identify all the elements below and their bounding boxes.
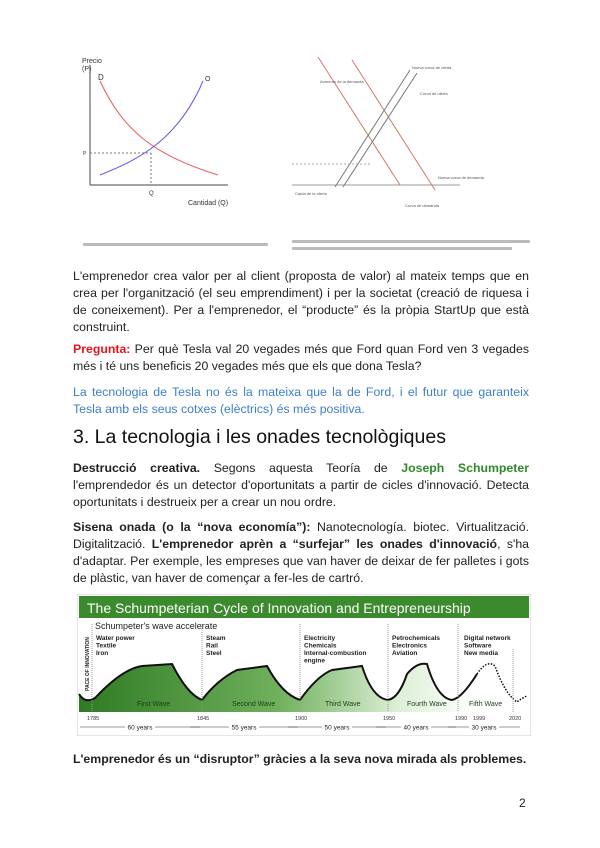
text: Segons aquesta Teoría de bbox=[200, 461, 402, 475]
duration-label-bg bbox=[322, 722, 352, 731]
price-tick: P bbox=[83, 151, 87, 157]
wave-line bbox=[78, 662, 478, 702]
year-label: 1900 bbox=[295, 716, 307, 722]
supply-demand-chart: Precio (P) D O P Q Cantidad (Q) bbox=[82, 58, 228, 207]
sixth-wave-term: Sisena onada (o la “nova economía”): bbox=[73, 520, 311, 534]
question-label: Pregunta: bbox=[73, 342, 131, 356]
supply-demand-shift-diagram: Aumento de la demanda Nueva curva de ofe… bbox=[292, 56, 485, 208]
duration-label: 40 years bbox=[404, 725, 430, 732]
innovation-item: engine bbox=[304, 658, 325, 665]
innovation-item: New media bbox=[464, 650, 498, 657]
wave-name: Third Wave bbox=[325, 701, 361, 708]
innovation-item: Aviation bbox=[392, 650, 417, 657]
innovation-item: Electricity bbox=[304, 635, 335, 642]
innovation-item: Steel bbox=[206, 650, 222, 657]
paragraph-sixth-wave: Sisena onada (o la “nova economía”): Nan… bbox=[73, 519, 529, 587]
closing-statement: L'emprenedor és un “disruptor” gràcies a… bbox=[73, 752, 527, 766]
innovation-item: Digital network bbox=[464, 635, 511, 642]
figure-subtitle: Schumpeter's wave accelerate bbox=[95, 621, 217, 631]
initial-demand-label: Curva de demanda bbox=[405, 203, 440, 208]
paragraph-question: Pregunta: Per què Tesla val 20 vegades m… bbox=[73, 341, 529, 375]
wave-area bbox=[79, 663, 477, 712]
section-heading: 3. La tecnologia i les onades tecnològiq… bbox=[73, 426, 446, 448]
schumpeter-link[interactable]: Joseph Schumpeter bbox=[401, 461, 529, 475]
wave-name: First Wave bbox=[137, 701, 170, 708]
figure2-caption-line2 bbox=[292, 247, 512, 250]
year-label: 1999 bbox=[473, 716, 485, 722]
paragraph-creative-destruction: Destrucció creativa. Segons aquesta Teor… bbox=[73, 460, 529, 511]
duration-label: 55 years bbox=[232, 725, 258, 732]
duration-label: 60 years bbox=[128, 725, 154, 732]
innovation-item: Internal-combustion bbox=[304, 650, 367, 657]
schumpeter-cycle-figure: The Schumpeterian Cycle of Innovation an… bbox=[77, 594, 531, 736]
duration-label-bg bbox=[401, 722, 431, 731]
year-label: 1950 bbox=[383, 716, 395, 722]
document-body: L'emprenedor crea valor per al client (p… bbox=[73, 268, 531, 768]
initial-demand-curve bbox=[317, 56, 401, 186]
y-axis-unit: (P) bbox=[82, 66, 91, 73]
innovation-item: Water power bbox=[96, 635, 135, 642]
text: l'emprendedor és un detector d'oportunit… bbox=[73, 478, 529, 509]
new-demand-label: Nueva curva de demanda bbox=[438, 175, 485, 180]
figure2-caption-line1 bbox=[292, 240, 530, 243]
supply-decrease-label: Caída de la oferta bbox=[295, 191, 328, 196]
innovation-item: Textile bbox=[96, 643, 116, 650]
y-axis-label: Precio bbox=[82, 58, 102, 65]
duration-label: 50 years bbox=[325, 725, 351, 732]
new-supply-curve bbox=[334, 69, 411, 188]
year-label: 1785 bbox=[87, 716, 99, 722]
supply-label: O bbox=[205, 76, 211, 83]
figure1-caption bbox=[83, 243, 268, 246]
text: Nanotecnología. biotec. Virtualització. … bbox=[73, 520, 529, 551]
innovation-item: Rail bbox=[206, 643, 218, 650]
duration-label: 30 years bbox=[472, 725, 498, 732]
x-axis-label: Cantidad (Q) bbox=[188, 200, 228, 207]
innovation-item: Iron bbox=[96, 650, 108, 657]
wave-name: Fourth Wave bbox=[407, 701, 447, 708]
page-number: 2 bbox=[519, 796, 526, 810]
wave-name: Fifth Wave bbox=[469, 701, 502, 708]
paragraph-answer: La tecnologia de Tesla no és la mateixa … bbox=[73, 385, 529, 416]
question-text: Per què Tesla val 20 vegades més que For… bbox=[73, 342, 529, 373]
new-supply-label: Nueva curva de oferta bbox=[412, 65, 452, 70]
demand-curve bbox=[99, 80, 219, 176]
duration-label-bg bbox=[125, 722, 155, 731]
innovation-item: Petrochemicals bbox=[392, 635, 440, 642]
innovation-item: Software bbox=[464, 643, 492, 650]
demand-label: D bbox=[98, 73, 104, 82]
figure-title: The Schumpeterian Cycle of Innovation an… bbox=[87, 600, 471, 616]
demand-increase-label: Aumento de la demanda bbox=[320, 79, 364, 84]
quantity-tick: Q bbox=[149, 191, 154, 197]
year-label: 2020 bbox=[509, 716, 521, 722]
creative-destruction-term: Destrucció creativa. bbox=[73, 461, 201, 475]
text: , s'ha d'adaptar. Per exemple, les empre… bbox=[73, 537, 529, 585]
duration-label-bg bbox=[469, 722, 499, 731]
year-label: 1845 bbox=[197, 716, 209, 722]
figure-header bbox=[79, 596, 529, 618]
supply-curve bbox=[99, 80, 204, 176]
paragraph-value-creation: L'emprenedor crea valor per al client (p… bbox=[73, 269, 529, 334]
wave-name: Second Wave bbox=[232, 701, 275, 708]
initial-supply-curve bbox=[342, 72, 418, 188]
new-demand-curve bbox=[351, 59, 436, 191]
innovation-item: Chemicals bbox=[304, 643, 337, 650]
year-label: 1990 bbox=[455, 716, 467, 722]
duration-label-bg bbox=[229, 722, 259, 731]
y-axis-label: PACE OF INNOVATION bbox=[85, 637, 91, 691]
innovation-item: Steam bbox=[206, 635, 226, 642]
surf-waves-phrase: L'emprenedor aprèn a “surfejar” les onad… bbox=[151, 537, 498, 551]
innovation-item: Electronics bbox=[392, 643, 427, 650]
initial-supply-label: Curva de oferta bbox=[420, 91, 448, 96]
